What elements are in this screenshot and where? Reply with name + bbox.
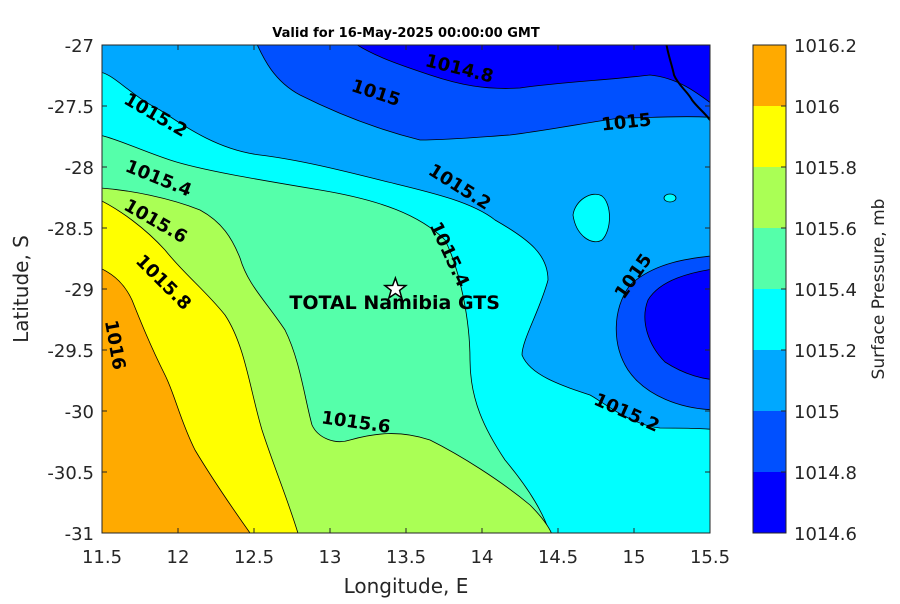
band-1014-6-north — [356, 45, 710, 103]
colorbar-swatch — [753, 106, 786, 167]
y-axis-label: Latitude, S — [9, 235, 33, 343]
station-label: TOTAL Namibia GTS — [289, 292, 500, 314]
y-tick-label: -27.5 — [47, 97, 94, 118]
band-1014-6-east — [644, 269, 710, 380]
x-tick-label: 13 — [319, 547, 342, 568]
colorbar-tick-label: 1015.4 — [794, 280, 857, 301]
y-tick-label: -29.5 — [47, 341, 94, 362]
x-axis-label: Longitude, E — [344, 574, 469, 598]
y-tick-label: -28 — [65, 158, 94, 179]
y-tick-label: -30.5 — [47, 463, 94, 484]
band-1015 — [102, 45, 710, 430]
colorbar-tick-label: 1016.2 — [794, 36, 857, 57]
band-1016 — [102, 268, 251, 533]
colorbar-tick-label: 1014.6 — [794, 524, 857, 545]
y-tick-label: -30 — [65, 402, 94, 423]
colorbar-swatch — [753, 228, 786, 289]
x-tick-label: 14 — [471, 547, 494, 568]
colorbar-label: Surface Pressure, mb — [869, 199, 889, 380]
colorbar-swatch — [753, 350, 786, 411]
colorbar-tick-label: 1014.8 — [794, 463, 857, 484]
y-tick-label: -27 — [65, 36, 94, 57]
x-axis: 11.5 12 12.5 13 13.5 14 14.5 15 15.5 — [82, 45, 730, 568]
x-tick-label: 12.5 — [234, 547, 274, 568]
colorbar-swatch — [753, 45, 786, 106]
colorbar-tick-label: 1015.6 — [794, 219, 857, 240]
colorbar-tick-label: 1015 — [794, 402, 840, 423]
x-tick-label: 13.5 — [386, 547, 426, 568]
y-axis: -27 -27.5 -28 -28.5 -29 -29.5 -30 -30.5 -31 — [47, 36, 710, 545]
x-tick-label: 15.5 — [690, 547, 730, 568]
y-tick-label: -31 — [65, 524, 94, 545]
contour-fills — [102, 45, 710, 533]
y-tick-label: -28.5 — [47, 219, 94, 240]
colorbar: 1014.6 1014.8 1015 1015.2 1015.4 1015.6 1015.8… — [752, 36, 857, 545]
x-tick-label: 14.5 — [538, 547, 578, 568]
colorbar-tick-label: 1015.8 — [794, 158, 857, 179]
colorbar-tick-label: 1015.2 — [794, 341, 857, 362]
coastline — [665, 45, 710, 121]
band-1015-2-island — [572, 193, 610, 242]
chart-title: Valid for 16-May-2025 00:00:00 GMT — [272, 26, 540, 41]
colorbar-swatch — [753, 411, 786, 472]
colorbar-tick-label: 1016 — [794, 97, 840, 118]
x-tick-label: 15 — [623, 547, 646, 568]
x-tick-label: 11.5 — [82, 547, 122, 568]
star-marker — [382, 275, 408, 300]
band-1015-2-dot — [663, 193, 677, 203]
marker-layer: TOTAL Namibia GTS — [289, 275, 500, 314]
contour-label: 1015 — [600, 110, 652, 136]
y-tick-label: -29 — [65, 280, 94, 301]
x-tick-label: 12 — [167, 547, 190, 568]
colorbar-swatch — [753, 167, 786, 228]
colorbar-swatch — [753, 289, 786, 350]
colorbar-swatch — [753, 472, 786, 533]
